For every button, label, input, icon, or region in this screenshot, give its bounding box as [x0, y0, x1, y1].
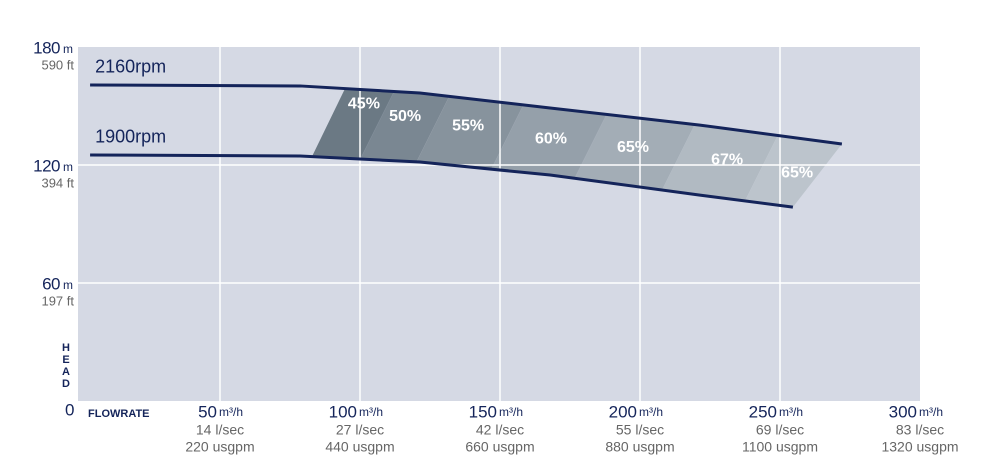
x-tick-label-lsec: 14 l/sec	[196, 422, 244, 438]
series-label: 2160rpm	[95, 57, 166, 77]
pump-curve	[90, 153, 794, 209]
x-unit: m³/h	[359, 405, 383, 419]
x-tick-label-lsec: 27 l/sec	[336, 422, 384, 438]
x-unit: m³/h	[219, 405, 243, 419]
x-tick-label-usgpm: 1320 usgpm	[881, 439, 958, 455]
x-unit: m³/h	[499, 405, 523, 419]
pump-curve	[90, 83, 843, 146]
x-unit: m³/h	[639, 405, 663, 419]
x-tick-label-lsec: 83 l/sec	[896, 422, 944, 438]
efficiency-label: 45%	[348, 95, 380, 112]
x-tick-label-lsec: 55 l/sec	[616, 422, 664, 438]
x-tick-label-usgpm: 220 usgpm	[185, 439, 254, 455]
y-unit: m	[63, 42, 73, 56]
x-tick-label-usgpm: 1100 usgpm	[742, 439, 818, 455]
efficiency-label: 65%	[781, 164, 813, 181]
efficiency-label: 55%	[452, 117, 484, 134]
y-tick-label: 0	[65, 400, 74, 419]
x-tick-label: 200	[609, 402, 637, 421]
y-tick-label: 60	[42, 274, 60, 293]
efficiency-label: 50%	[389, 108, 421, 125]
efficiency-label: 60%	[535, 130, 567, 147]
x-tick-label-usgpm: 660 usgpm	[465, 439, 534, 455]
plot-area	[78, 47, 920, 401]
y-tick-label-ft: 394 ft	[41, 175, 74, 190]
y-tick-label: 180	[33, 38, 60, 57]
x-tick-label-usgpm: 880 usgpm	[605, 439, 674, 455]
y-unit: m	[63, 160, 73, 174]
y-tick-label-ft: 197 ft	[41, 293, 74, 308]
x-tick-label: 100	[329, 402, 357, 421]
efficiency-label: 65%	[617, 139, 649, 156]
y-tick-label: 120	[33, 156, 60, 175]
x-tick-label-lsec: 42 l/sec	[476, 422, 524, 438]
x-unit: m³/h	[919, 405, 943, 419]
x-tick-label: 250	[749, 402, 777, 421]
series-label: 1900rpm	[95, 127, 166, 147]
y-tick-label-ft: 590 ft	[41, 57, 74, 72]
x-axis-label: FLOWRATE	[88, 408, 150, 420]
x-tick-label: 300	[889, 402, 917, 421]
x-unit: m³/h	[779, 405, 803, 419]
x-tick-label-lsec: 69 l/sec	[756, 422, 804, 438]
x-tick-label: 150	[469, 402, 497, 421]
efficiency-band	[730, 88, 842, 208]
y-unit: m	[63, 278, 73, 292]
x-tick-label-usgpm: 440 usgpm	[325, 439, 394, 455]
efficiency-label: 67%	[711, 151, 743, 168]
x-tick-label: 50	[198, 402, 217, 421]
